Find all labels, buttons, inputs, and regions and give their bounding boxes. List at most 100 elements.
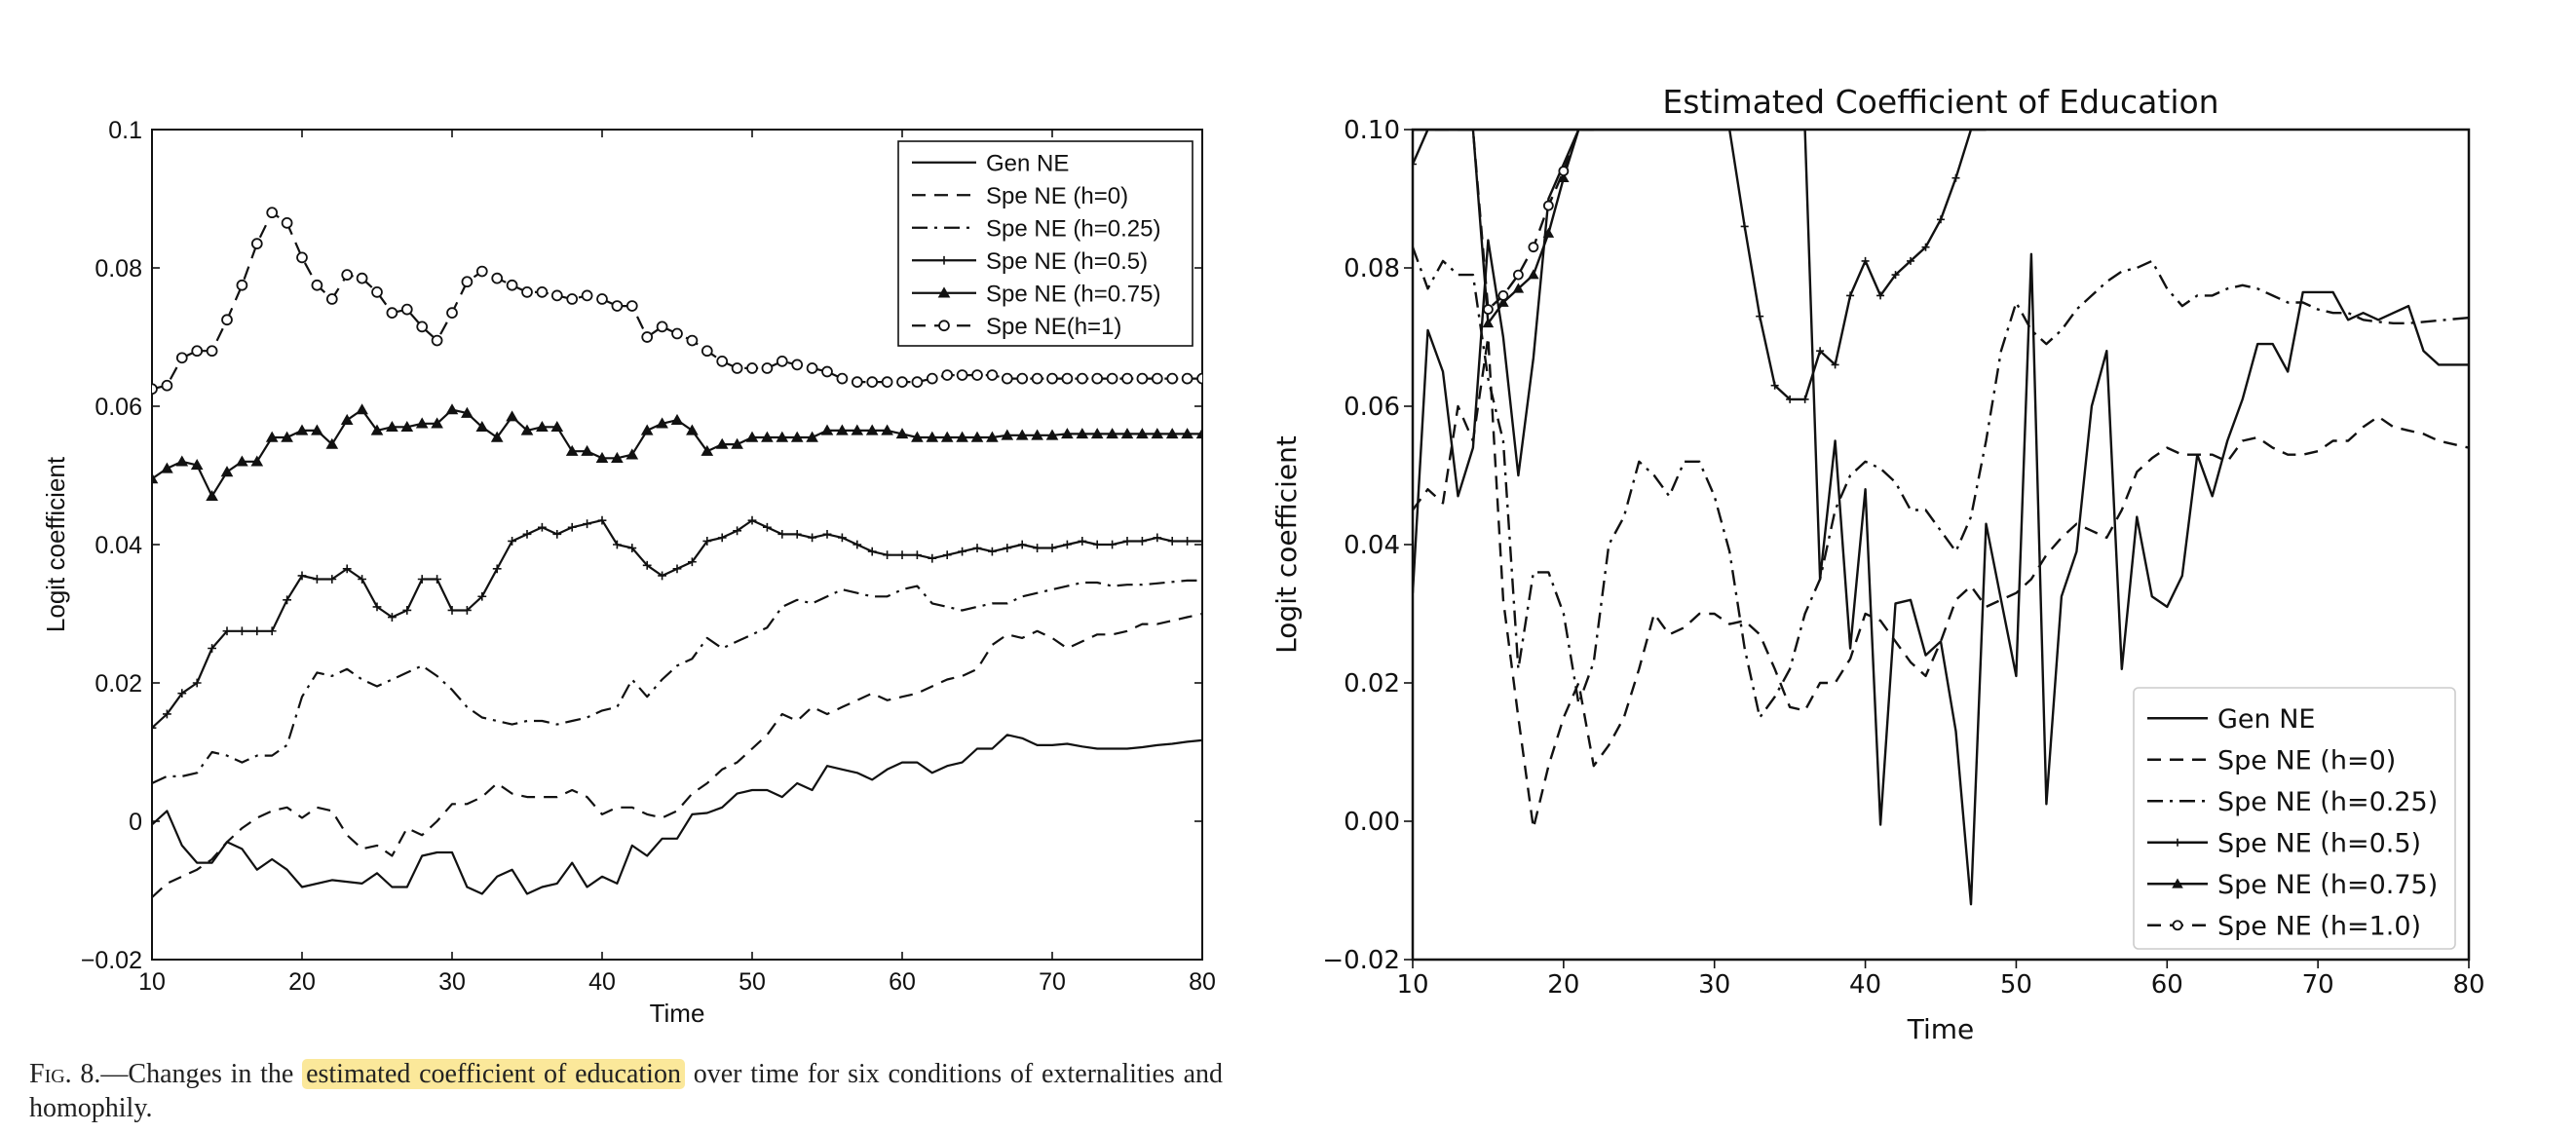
- data-point: [911, 431, 924, 442]
- data-point: [1076, 428, 1089, 439]
- data-point: [490, 431, 504, 442]
- legend-label: Gen NE: [2217, 704, 2316, 735]
- data-point: [1937, 215, 1945, 224]
- data-point: [971, 369, 983, 381]
- data-point: [791, 359, 804, 371]
- series-line: [1413, 130, 2469, 906]
- data-point: [656, 321, 668, 333]
- y-tick-label: 0.10: [1344, 116, 1400, 145]
- legend-entry: Spe NE(h=1): [912, 314, 1121, 340]
- legend-entry: Spe NE (h=0): [912, 183, 1128, 209]
- data-point: [340, 413, 354, 425]
- data-point: [671, 327, 683, 340]
- data-point: [986, 431, 999, 442]
- data-point: [731, 437, 743, 449]
- data-point: [506, 410, 518, 422]
- data-point: [313, 575, 322, 584]
- series-spe-ne-h-0-25-: [1413, 246, 2469, 719]
- data-point: [867, 547, 877, 556]
- right-ticks: 10 20 30 40 50 60 70 80 −0.02 0.00 0.02 0.04 0.06 0.0…: [1322, 116, 2484, 1000]
- legend-entry: Spe NE (h=0.5): [912, 248, 1148, 275]
- data-point: [670, 413, 684, 425]
- series-spe-ne-h-0-: [1413, 335, 2469, 830]
- data-point: [911, 376, 924, 388]
- data-point: [206, 489, 218, 502]
- data-point: [1528, 269, 1539, 280]
- data-point: [371, 285, 383, 298]
- data-point: [1045, 429, 1059, 440]
- data-point: [1092, 540, 1102, 549]
- data-point: [358, 575, 366, 584]
- data-point: [1016, 372, 1029, 385]
- legend-marker: [939, 255, 949, 265]
- right-title: Estimated Coefficient of Education: [1662, 83, 2218, 121]
- data-point: [283, 595, 291, 605]
- data-point: [461, 406, 474, 418]
- data-point: [325, 293, 338, 305]
- data-point: [1512, 283, 1525, 293]
- data-point: [658, 571, 666, 581]
- data-point: [1136, 428, 1149, 439]
- data-point: [415, 417, 429, 429]
- left-series: [152, 207, 1202, 898]
- legend-label: Spe NE (h=0.75): [2217, 870, 2438, 900]
- x-tick-label: 30: [1698, 970, 1730, 1000]
- data-point: [627, 544, 637, 552]
- series-line: [152, 734, 1202, 895]
- data-point: [1076, 372, 1088, 385]
- data-point: [641, 331, 654, 343]
- y-tick-label: 0.02: [95, 670, 142, 698]
- x-tick-label: 30: [438, 968, 466, 996]
- data-point: [926, 372, 938, 385]
- data-point: [1033, 544, 1042, 552]
- data-point: [761, 362, 774, 374]
- data-point: [1921, 243, 1930, 251]
- data-point: [1122, 537, 1132, 546]
- data-point: [940, 431, 954, 442]
- data-point: [521, 285, 533, 298]
- legend-entry: Spe NE (h=0.75): [912, 281, 1160, 307]
- series-line: [1413, 130, 1987, 401]
- data-point: [761, 431, 774, 442]
- data-point: [926, 431, 939, 442]
- data-point: [152, 472, 159, 484]
- data-point: [1091, 372, 1104, 385]
- series-gen-ne: [1413, 130, 2469, 906]
- data-point: [475, 265, 488, 278]
- data-point: [1015, 429, 1029, 440]
- legend-label: Spe NE (h=0): [986, 183, 1128, 209]
- data-point: [152, 723, 157, 733]
- data-point: [881, 376, 893, 388]
- data-point: [1183, 537, 1192, 546]
- legend-label: Spe NE (h=1.0): [2217, 911, 2421, 941]
- data-point: [1756, 312, 1764, 321]
- data-point: [267, 626, 277, 636]
- data-point: [1876, 291, 1885, 300]
- data-point: [431, 417, 443, 429]
- data-point: [175, 352, 188, 364]
- data-point: [1151, 372, 1163, 385]
- x-tick-label: 40: [588, 968, 616, 996]
- left-ticks: 10 20 30 40 50 60 70 80 −0.02 0 0.02 0.04 0.06 0.08 0.…: [81, 117, 1216, 996]
- data-point: [522, 529, 532, 539]
- right-legend: Gen NE Spe NE (h=0) Spe NE (h=0.25) Spe NE …: [2133, 687, 2456, 950]
- data-point: [595, 451, 609, 463]
- y-tick-label: 0.08: [1344, 254, 1400, 283]
- right-series: [1413, 130, 2469, 906]
- data-point: [492, 564, 502, 574]
- data-point: [956, 369, 968, 381]
- data-point: [747, 515, 757, 525]
- legend-label: Spe NE(h=1): [986, 314, 1121, 340]
- x-tick-label: 10: [138, 968, 166, 996]
- y-tick-label: 0: [129, 809, 142, 836]
- legend-box: [897, 140, 1193, 347]
- data-point: [206, 345, 218, 358]
- data-point: [1542, 200, 1554, 211]
- data-point: [236, 455, 248, 467]
- series-spe-ne-h-0-75-: [152, 403, 1202, 502]
- series-spe-ne-h-0-75-: [1413, 130, 1594, 328]
- data-point: [1542, 227, 1555, 238]
- data-point: [881, 424, 893, 435]
- x-tick-label: 70: [2302, 970, 2334, 1000]
- data-point: [508, 537, 516, 546]
